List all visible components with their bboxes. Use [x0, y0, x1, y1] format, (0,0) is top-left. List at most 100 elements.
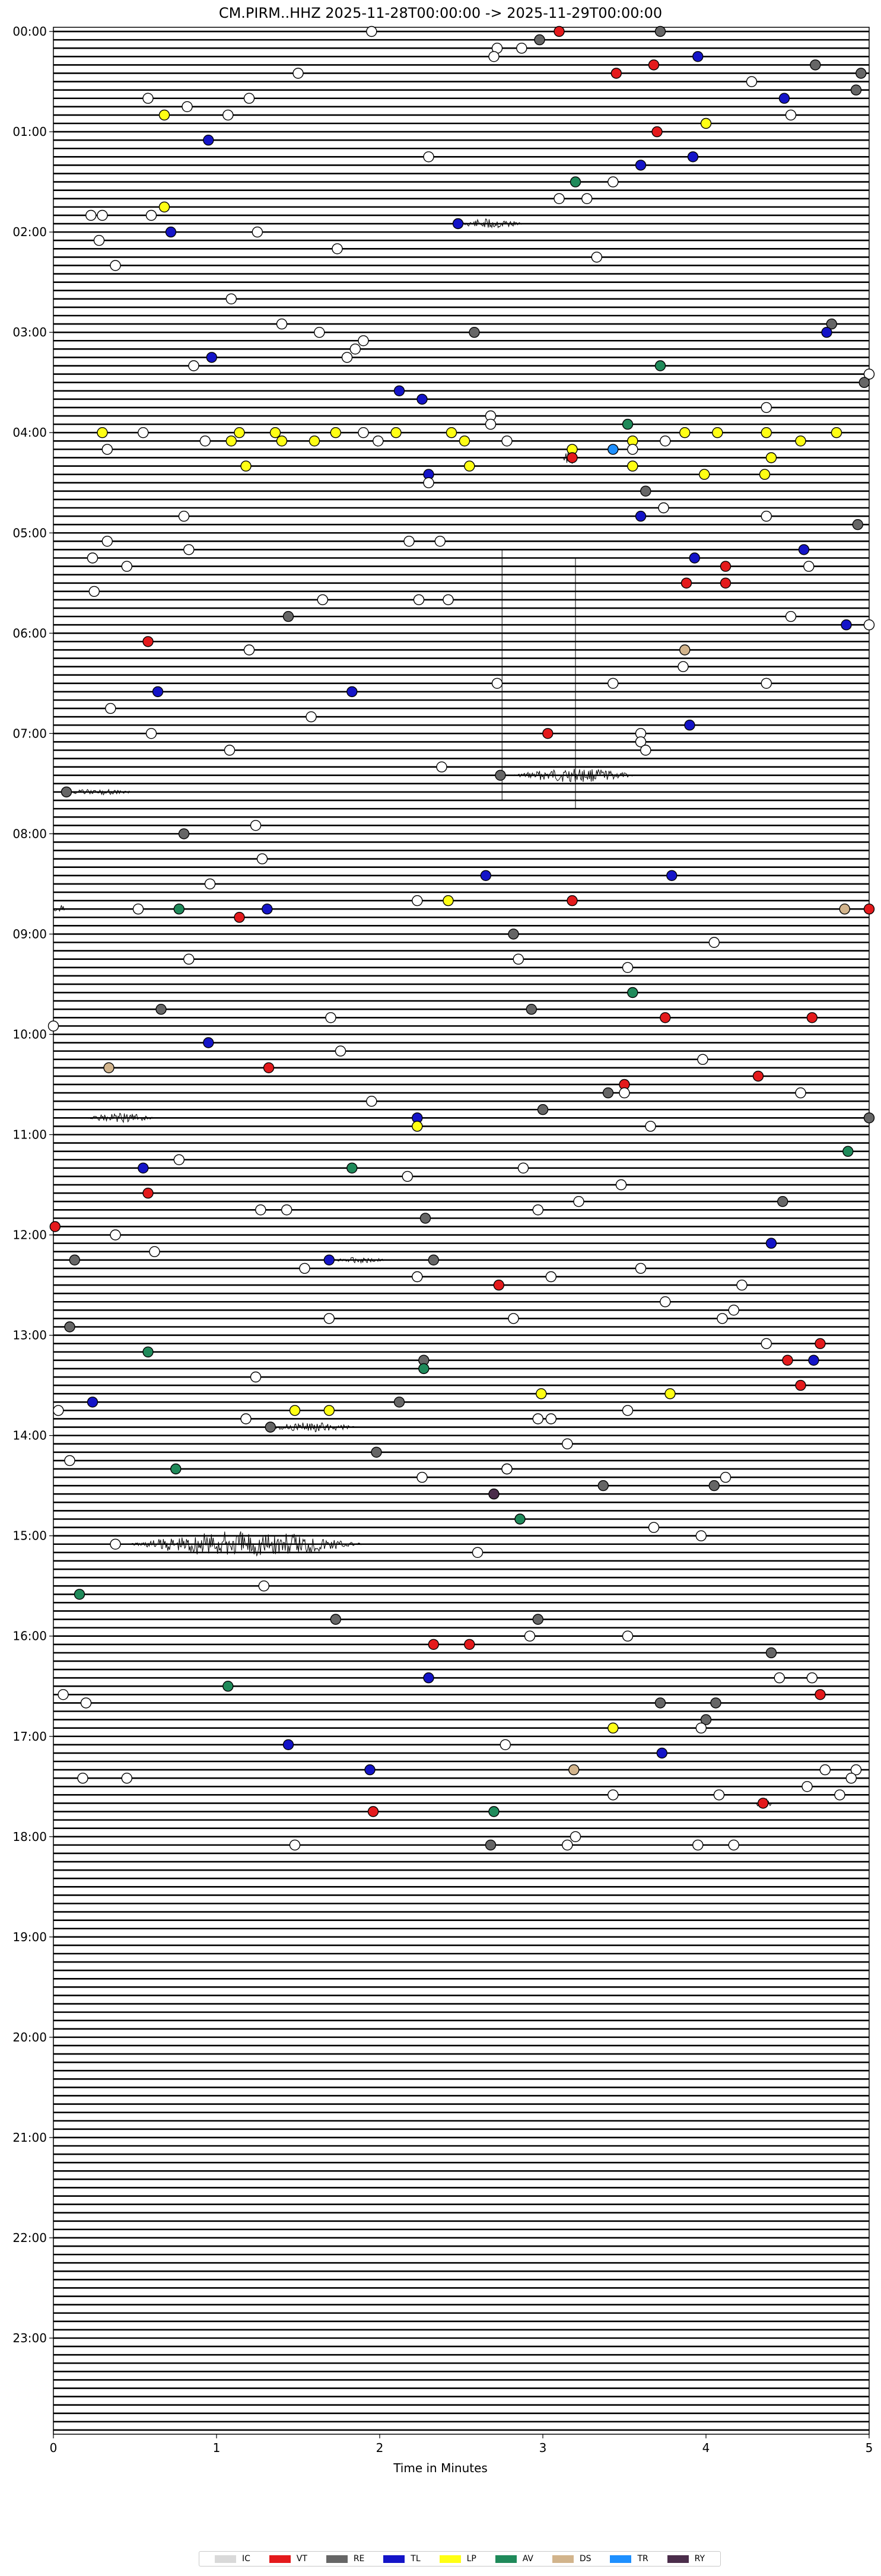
event-marker-lp: [269, 427, 281, 438]
event-marker-ic: [622, 962, 634, 974]
legend-label: AV: [522, 2554, 533, 2564]
event-marker-tl: [393, 385, 405, 396]
legend-item: AV: [495, 2554, 533, 2564]
event-marker-ic: [785, 610, 797, 622]
event-marker-ic: [717, 1313, 728, 1324]
event-marker-ic: [289, 1839, 301, 1851]
event-marker-tl: [684, 719, 695, 731]
event-marker-av: [418, 1363, 430, 1375]
event-marker-lp: [459, 435, 470, 447]
event-marker-ic: [332, 243, 343, 255]
event-marker-re: [777, 1195, 788, 1207]
event-marker-ic: [472, 1547, 484, 1559]
event-marker-tl: [821, 327, 832, 338]
event-marker-ic: [532, 1204, 543, 1216]
legend-label: VT: [296, 2554, 307, 2564]
event-marker-ic: [258, 1580, 269, 1592]
event-marker-ic: [802, 1781, 813, 1792]
event-marker-ic: [713, 1789, 725, 1801]
event-marker-ic: [412, 1271, 423, 1283]
seismic-signal-bursts: [53, 218, 779, 1808]
event-marker-ic: [434, 536, 446, 547]
y-tick-label: 19:00: [12, 1930, 47, 1944]
event-marker-av: [842, 1146, 854, 1157]
event-marker-re: [64, 1321, 75, 1332]
x-tick-label: 5: [866, 2441, 873, 2455]
y-tick-label: 08:00: [12, 826, 47, 841]
legend-item: DS: [552, 2554, 591, 2564]
event-marker-ic: [182, 101, 193, 113]
event-marker-ic: [697, 1054, 708, 1065]
event-marker-vt: [680, 577, 692, 589]
axes: [49, 27, 870, 2438]
event-marker-vt: [815, 1689, 826, 1700]
event-marker-tl: [841, 619, 852, 631]
event-marker-ic: [658, 502, 669, 514]
event-marker-ic: [619, 1087, 630, 1099]
event-marker-ic: [648, 1522, 660, 1533]
event-marker-ic: [608, 1789, 619, 1801]
event-marker-ic: [640, 745, 651, 756]
event-marker-lp: [679, 427, 691, 438]
event-marker-vt: [234, 911, 245, 923]
y-tick-label: 21:00: [12, 2130, 47, 2145]
event-marker-ic: [508, 1313, 519, 1324]
event-marker-av: [488, 1806, 500, 1817]
event-marker-ic: [423, 477, 434, 488]
event-marker-lp: [446, 427, 457, 438]
event-marker-re: [534, 34, 545, 46]
event-marker-ic: [562, 1438, 573, 1449]
event-marker-vt: [542, 728, 554, 739]
event-marker-ic: [250, 820, 262, 831]
event-marker-re: [858, 377, 870, 388]
event-marker-re: [852, 519, 864, 530]
event-marker-ic: [314, 327, 325, 338]
x-tick-label: 1: [213, 2441, 221, 2455]
event-marker-ic: [501, 435, 513, 447]
y-tick-label: 04:00: [12, 425, 47, 440]
event-marker-av: [74, 1589, 85, 1600]
event-marker-ic: [500, 1739, 511, 1751]
event-marker-vt: [142, 636, 154, 647]
event-marker-lp: [700, 117, 712, 129]
event-marker-tl: [480, 870, 491, 882]
event-marker-re: [654, 1697, 666, 1709]
event-marker-ic: [358, 427, 369, 438]
event-marker-re: [282, 610, 294, 622]
signal-burst: [265, 1422, 396, 1433]
y-tick-label: 01:00: [12, 125, 47, 139]
event-marker-lp: [699, 469, 710, 480]
event-marker-ic: [149, 1246, 160, 1257]
event-marker-ic: [306, 711, 317, 723]
event-marker-ic: [545, 1271, 556, 1283]
legend-label: TL: [411, 2554, 421, 2564]
signal-burst: [61, 788, 168, 796]
event-marker-ic: [608, 176, 619, 187]
event-marker-ic: [774, 1672, 785, 1684]
x-tick-labels: 0 1 2 3 4 5: [50, 2441, 873, 2455]
event-marker-re: [850, 84, 862, 96]
event-marker-av: [142, 1346, 154, 1358]
event-marker-ic: [243, 93, 255, 104]
event-marker-ic: [513, 953, 524, 965]
event-marker-lp: [627, 460, 638, 472]
event-marker-lp: [712, 427, 723, 438]
event-marker-tl: [635, 160, 647, 171]
y-tick-label: 13:00: [12, 1328, 47, 1343]
event-marker-vt: [863, 903, 875, 915]
event-marker-ic: [183, 544, 195, 555]
legend-swatch: [610, 2555, 632, 2563]
event-marker-ds: [103, 1062, 115, 1074]
legend-item: RE: [326, 2554, 364, 2564]
event-marker-ic: [608, 678, 619, 689]
event-marker-ic: [615, 1179, 627, 1191]
event-marker-vt: [367, 1806, 379, 1817]
x-tick-label: 4: [702, 2441, 710, 2455]
event-marker-tl: [666, 870, 678, 882]
event-marker-ds: [679, 644, 691, 656]
event-marker-ic: [746, 76, 758, 87]
event-marker-lp: [831, 427, 842, 438]
event-marker-ic: [85, 209, 97, 221]
event-marker-vt: [757, 1798, 769, 1809]
y-tick-label: 03:00: [12, 325, 47, 339]
